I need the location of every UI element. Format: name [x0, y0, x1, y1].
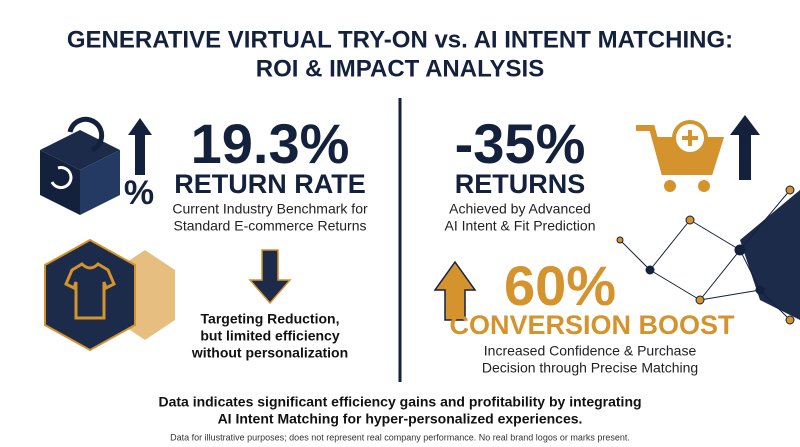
boost-stat: 60%: [504, 254, 616, 317]
box-icon: [40, 116, 152, 215]
note-line: without personalization: [191, 345, 348, 361]
description-line: Current Industry Benchmark for: [172, 201, 368, 217]
description-line: Achieved by Advanced: [449, 201, 591, 217]
title-line: ROI & IMPACT ANALYSIS: [256, 55, 544, 82]
shirt-hexagon: [44, 238, 175, 352]
up-arrow: [433, 260, 477, 321]
icon-label: %: [124, 174, 154, 212]
returns-label: RETURNS: [455, 169, 586, 199]
return-rate-label: RETURN RATE: [174, 169, 366, 199]
note-line: Targeting Reduction,: [201, 311, 340, 327]
return-rate-stat: 19.3%: [191, 112, 350, 175]
summary-line: Data indicates significant efficiency ga…: [158, 394, 641, 410]
description-line: AI Intent & Fit Prediction: [445, 218, 596, 234]
description-line: Standard E-commerce Returns: [174, 218, 367, 234]
down-arrow: [248, 249, 292, 305]
cart-icon: [636, 115, 760, 192]
note-line: but limited efficiency: [200, 328, 339, 344]
returns-stat: -35%: [455, 112, 586, 175]
network-graphic: [616, 185, 800, 325]
description-line: Increased Confidence & Purchase: [484, 343, 697, 359]
disclaimer: Data for illustrative purposes; does not…: [170, 432, 630, 442]
summary-line: AI Intent Matching for hyper-personalize…: [218, 411, 583, 427]
description-line: Decision through Precise Matching: [482, 360, 698, 376]
title-line: GENERATIVE VIRTUAL TRY-ON vs. AI INTENT …: [67, 26, 733, 53]
boost-label: CONVERSION BOOST: [449, 310, 735, 340]
